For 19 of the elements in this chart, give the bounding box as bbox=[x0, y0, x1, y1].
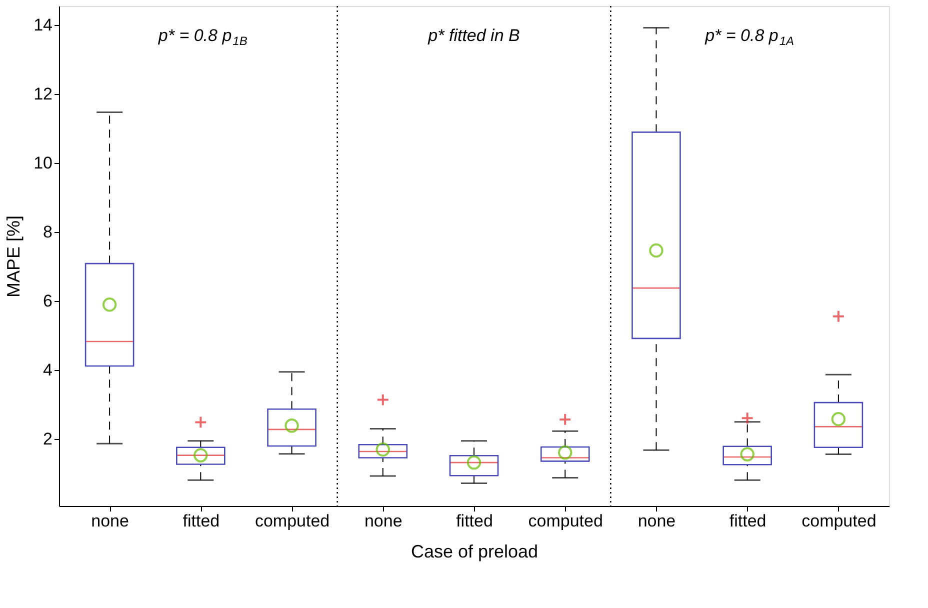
y-tick-label: 12 bbox=[34, 84, 52, 104]
y-tick-label: 14 bbox=[34, 15, 52, 34]
x-tick-label: fitted bbox=[729, 512, 766, 530]
x-tick-label: none bbox=[91, 512, 129, 530]
x-tick-label: none bbox=[638, 512, 676, 530]
y-tick-label: 10 bbox=[34, 153, 52, 172]
x-tick-label: computed bbox=[528, 512, 603, 530]
y-axis-title: MAPE [%] bbox=[4, 215, 24, 298]
x-tick-label: fitted bbox=[456, 512, 493, 530]
y-tick-label: 8 bbox=[43, 222, 52, 242]
x-axis-title: Case of preload bbox=[410, 542, 538, 562]
x-tick-label: computed bbox=[254, 512, 330, 530]
y-tick-label: 2 bbox=[43, 429, 52, 448]
x-tick-label: fitted bbox=[182, 512, 220, 530]
x-tick-label: computed bbox=[802, 512, 876, 530]
annotation: p* fitted in B bbox=[427, 26, 520, 45]
y-tick-label: 4 bbox=[43, 360, 52, 380]
x-tick-label: none bbox=[364, 512, 402, 530]
y-tick-label: 6 bbox=[43, 291, 52, 310]
